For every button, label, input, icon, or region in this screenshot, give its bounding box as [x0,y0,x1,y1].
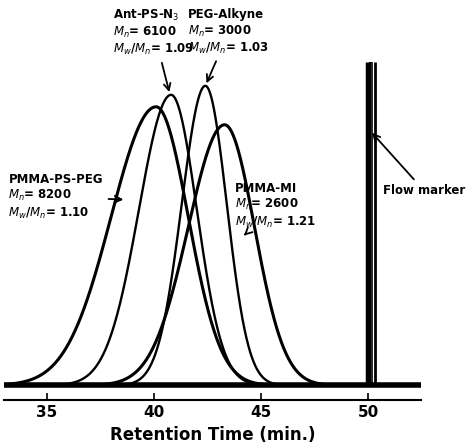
X-axis label: Retention Time (min.): Retention Time (min.) [110,426,316,444]
Text: PEG-Alkyne
$M_n$= 3000
$M_w$/$M_n$= 1.03: PEG-Alkyne $M_n$= 3000 $M_w$/$M_n$= 1.03 [188,8,269,82]
Text: Flow marker: Flow marker [374,134,465,197]
Text: Ant-PS-N$_3$
$M_n$= 6100
$M_w$/$M_n$= 1.09: Ant-PS-N$_3$ $M_n$= 6100 $M_w$/$M_n$= 1.… [113,8,195,90]
Text: PMMA-PS-PEG
$M_n$= 8200
$M_w$/$M_n$= 1.10: PMMA-PS-PEG $M_n$= 8200 $M_w$/$M_n$= 1.1… [9,173,121,221]
Text: PMMA-MI
$M_n$= 2600
$M_w$/$M_n$= 1.21: PMMA-MI $M_n$= 2600 $M_w$/$M_n$= 1.21 [235,182,316,235]
